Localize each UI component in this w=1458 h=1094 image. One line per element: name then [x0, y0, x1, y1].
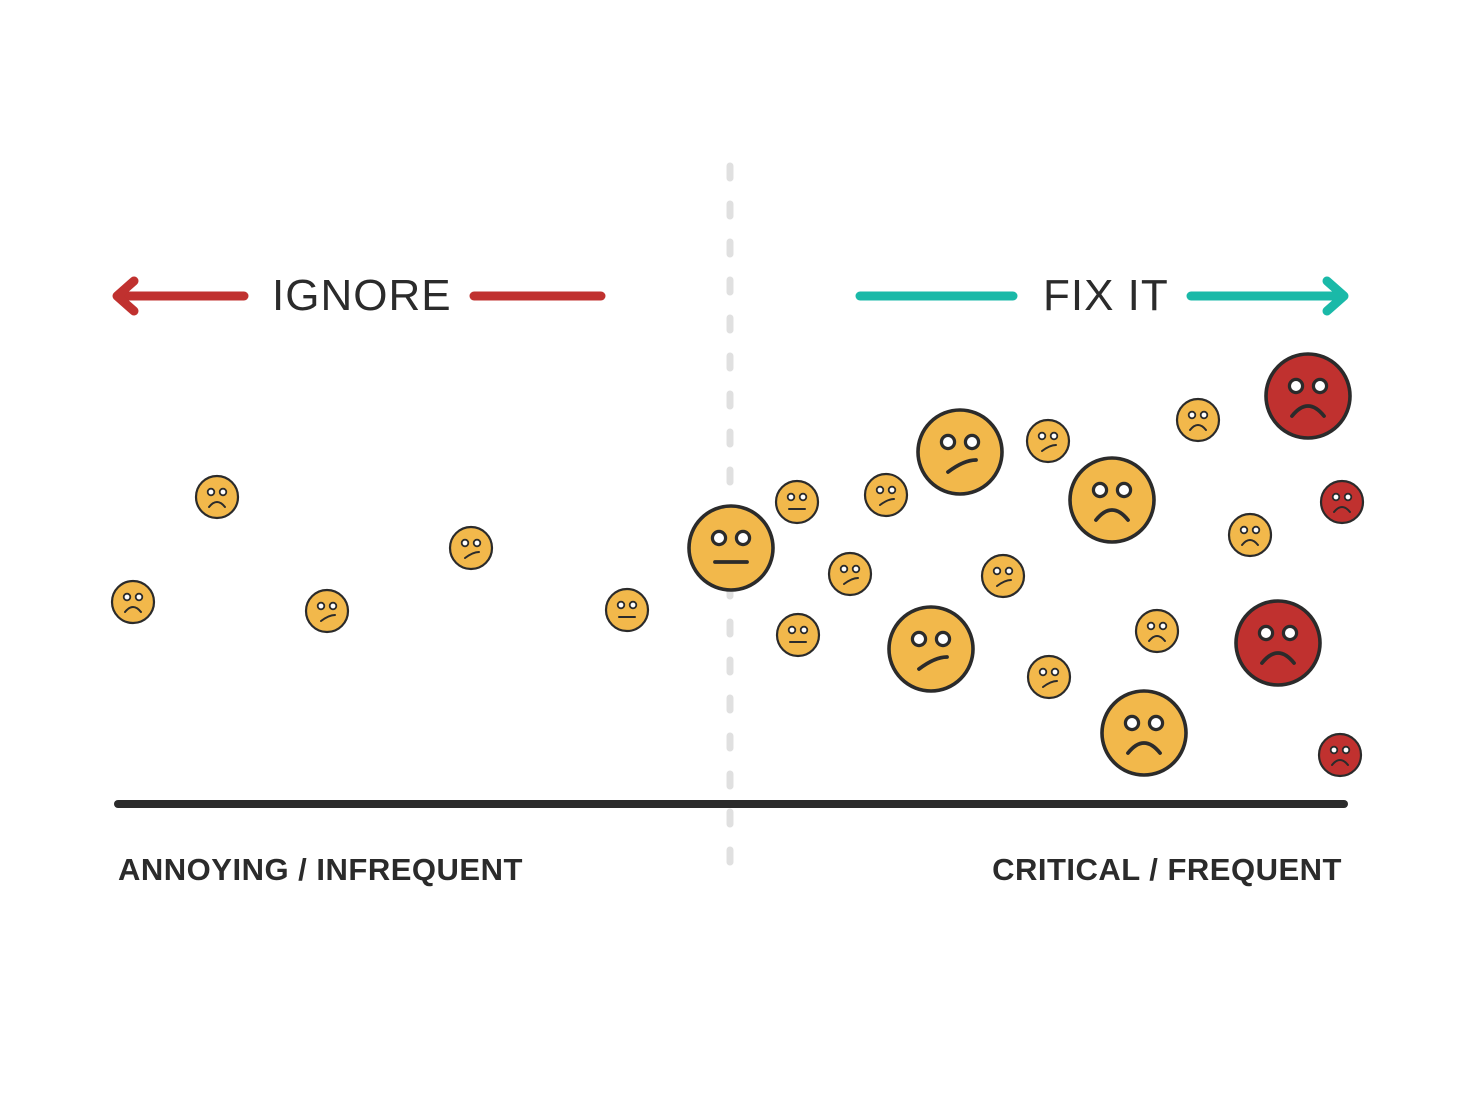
left-axis-label: ANNOYING / INFREQUENT [118, 852, 523, 887]
red-sad-face-icon [1234, 599, 1322, 687]
faces-layer [110, 352, 1365, 778]
ignore-arrow-head [112, 276, 139, 316]
yellow-sad-face-icon [194, 474, 240, 520]
fix-it-label: FIX IT [1043, 271, 1169, 320]
red-sad-face-icon [1317, 732, 1363, 778]
yellow-neutral-face-icon [775, 612, 821, 658]
yellow-unsure-face-icon [1025, 418, 1071, 464]
fix-it-arrow-head [1322, 276, 1349, 316]
red-sad-face-icon [1319, 479, 1365, 525]
yellow-neutral-face-icon [774, 479, 820, 525]
yellow-sad-face-icon [1134, 608, 1180, 654]
yellow-unsure-face-icon [980, 553, 1026, 599]
yellow-sad-face-icon [1175, 397, 1221, 443]
yellow-unsure-face-icon [827, 551, 873, 597]
yellow-sad-face-icon [110, 579, 156, 625]
yellow-unsure-face-icon [863, 472, 909, 518]
ignore-label: IGNORE [272, 271, 452, 320]
yellow-unsure-face-icon [1026, 654, 1072, 700]
right-axis-label: CRITICAL / FREQUENT [992, 852, 1342, 887]
yellow-sad-face-icon [1068, 456, 1156, 544]
red-sad-face-icon [1264, 352, 1352, 440]
yellow-neutral-face-icon [604, 587, 650, 633]
yellow-unsure-face-icon [916, 408, 1004, 496]
yellow-unsure-face-icon [304, 588, 350, 634]
yellow-unsure-face-icon [887, 605, 975, 693]
ignore-arrow [112, 276, 606, 316]
fix-it-arrow [855, 276, 1349, 316]
yellow-unsure-face-icon [448, 525, 494, 571]
yellow-sad-face-icon [1100, 689, 1188, 777]
yellow-sad-face-icon [1227, 512, 1273, 558]
yellow-neutral-face-icon [687, 504, 775, 592]
